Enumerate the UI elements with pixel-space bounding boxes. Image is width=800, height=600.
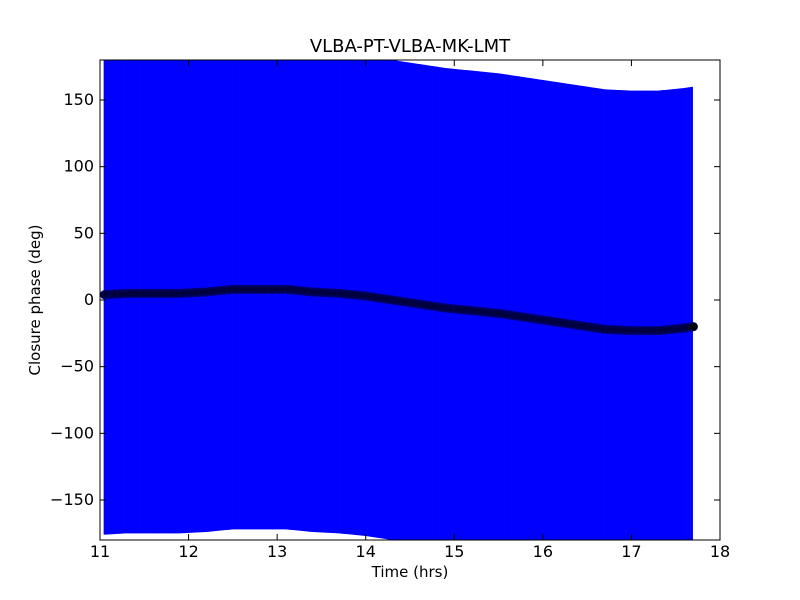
errorbar-layer bbox=[103, 60, 693, 540]
y-tick-labels: −150 −100 −50 0 50 100 150 bbox=[50, 90, 94, 509]
data-points-layer bbox=[99, 284, 698, 336]
x-tick-label: 16 bbox=[533, 542, 553, 561]
x-tick-label: 12 bbox=[178, 542, 198, 561]
y-tick-label: 50 bbox=[74, 223, 94, 242]
x-tick-label: 11 bbox=[90, 542, 110, 561]
axis-ticks bbox=[99, 60, 721, 540]
x-tick-label: 17 bbox=[621, 542, 641, 561]
x-tick-label: 13 bbox=[267, 542, 287, 561]
x-tick-label: 14 bbox=[356, 542, 376, 561]
x-axis-label: Time (hrs) bbox=[371, 563, 449, 581]
x-tick-label: 18 bbox=[710, 542, 730, 561]
y-tick-label: 150 bbox=[63, 90, 94, 109]
data-point bbox=[688, 322, 698, 332]
y-tick-label: −50 bbox=[60, 357, 94, 376]
x-tick-label: 15 bbox=[444, 542, 464, 561]
y-tick-label: 100 bbox=[63, 157, 94, 176]
y-axis-label: Closure phase (deg) bbox=[26, 225, 44, 376]
y-tick-label: −100 bbox=[50, 423, 94, 442]
y-tick-label: −150 bbox=[50, 490, 94, 509]
y-tick-label: 0 bbox=[84, 290, 94, 309]
chart-title: VLBA-PT-VLBA-MK-LMT bbox=[310, 36, 511, 57]
x-tick-labels: 11 12 13 14 15 16 17 18 bbox=[90, 542, 730, 561]
